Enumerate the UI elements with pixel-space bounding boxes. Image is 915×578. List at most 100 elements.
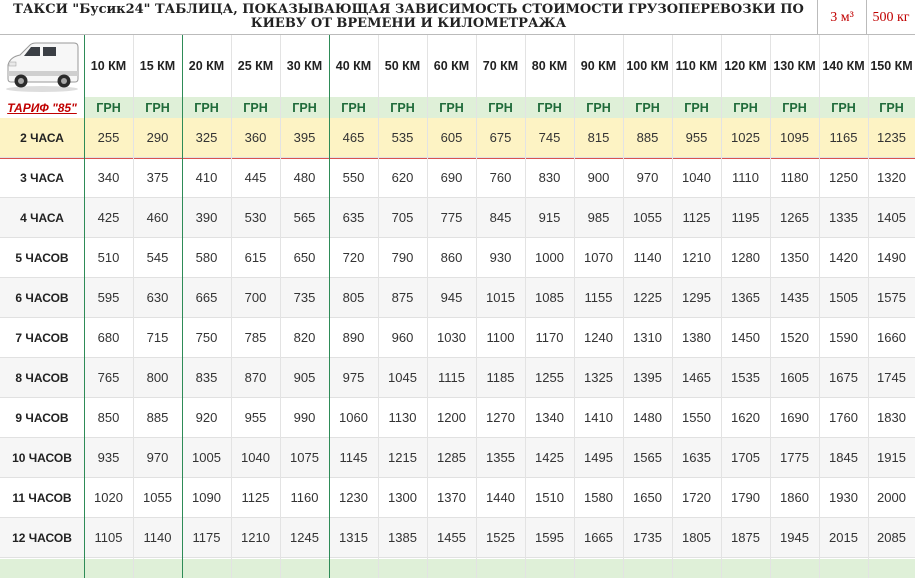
price-cell: 1340 [535,410,564,425]
distance-header: 110 КМ [675,58,718,73]
price-cell: 920 [195,410,218,425]
column-divider [574,35,575,578]
price-cell: 870 [244,370,267,385]
price-cell: 1230 [339,490,368,505]
column-divider [672,35,673,578]
price-cell: 1215 [388,450,417,465]
price-cell: 1155 [584,290,613,305]
price-cell: 635 [342,210,365,225]
row-duration-label: 9 ЧАСОВ [15,410,69,425]
price-cell: 1115 [438,370,465,385]
price-cell: 1240 [584,330,613,345]
column-divider [182,35,183,578]
row-duration-label: 7 ЧАСОВ [15,330,69,345]
price-cell: 970 [636,170,659,185]
price-cell: 1265 [780,210,809,225]
price-cell: 1525 [486,530,515,545]
price-cell: 1100 [486,330,515,345]
price-cell: 1945 [780,530,809,545]
price-cell: 1245 [290,530,319,545]
price-cell: 970 [146,450,169,465]
price-cell: 510 [97,250,120,265]
price-cell: 325 [195,130,218,145]
price-cell: 700 [244,290,267,305]
price-cell: 390 [195,210,218,225]
price-cell: 1170 [535,330,564,345]
price-cell: 790 [391,250,414,265]
price-cell: 1145 [339,450,368,465]
row-duration-label: 12 ЧАСОВ [12,530,72,545]
price-cell: 800 [146,370,169,385]
price-cell: 1320 [877,170,906,185]
price-cell: 630 [146,290,169,305]
price-cell: 1325 [584,370,613,385]
currency-label: ГРН [733,100,758,115]
currency-label: ГРН [96,100,121,115]
price-cell: 1720 [682,490,711,505]
price-cell: 1860 [780,490,809,505]
price-cell: 375 [146,170,169,185]
price-cell: 2015 [829,530,858,545]
price-cell: 1180 [780,170,809,185]
divider-red [0,158,915,159]
price-cell: 805 [342,290,365,305]
price-cell: 665 [195,290,218,305]
price-cell: 1775 [780,450,809,465]
price-cell: 1425 [535,450,564,465]
price-cell: 1510 [535,490,564,505]
currency-label: ГРН [194,100,219,115]
column-divider [329,35,330,578]
price-cell: 595 [97,290,120,305]
price-cell: 905 [293,370,316,385]
price-cell: 900 [587,170,610,185]
price-cell: 1405 [877,210,906,225]
price-cell: 1845 [829,450,858,465]
price-cell: 410 [195,170,218,185]
price-cell: 1315 [339,530,368,545]
price-cell: 290 [146,130,169,145]
price-cell: 1650 [633,490,662,505]
distance-header: 10 КМ [90,58,127,73]
price-cell: 1040 [682,170,711,185]
price-cell: 1165 [829,130,858,145]
price-cell: 885 [146,410,169,425]
price-cell: 1270 [486,410,515,425]
table-row: 11 ЧАСОВ 1020 1055 1090 1125 1160 1230 1300 1370… [0,478,915,518]
column-divider [280,35,281,578]
distance-header: 100 КМ [626,58,669,73]
distance-header: 130 КМ [773,58,816,73]
price-cell: 1605 [780,370,809,385]
volume-badge: 3 м³ [818,0,867,35]
price-cell: 395 [293,130,316,145]
price-cell: 1235 [877,130,906,145]
distance-header: 70 КМ [482,58,519,73]
price-cell: 830 [538,170,561,185]
currency-label: ГРН [879,100,904,115]
price-cell: 955 [244,410,267,425]
price-cell: 1225 [633,290,662,305]
price-cell: 1055 [633,210,662,225]
price-cell: 1125 [241,490,270,505]
currency-label: ГРН [537,100,562,115]
price-cell: 1300 [388,490,417,505]
price-cell: 1130 [388,410,417,425]
table-row: 8 ЧАСОВ 765 800 835 870 905 975 1045 1115 1185 125… [0,358,915,398]
table-row: 7 ЧАСОВ 680 715 750 785 820 890 960 1030 1100 1170… [0,318,915,358]
price-cell: 550 [342,170,365,185]
currency-label: ГРН [341,100,366,115]
column-divider [770,35,771,578]
price-cell: 1005 [192,450,221,465]
price-cell: 1200 [437,410,466,425]
price-cell: 1575 [877,290,906,305]
column-divider [231,35,232,578]
price-cell: 1660 [877,330,906,345]
bottom-band [0,559,915,578]
price-cell: 465 [342,130,365,145]
price-cell: 1055 [143,490,172,505]
price-cell: 1075 [290,450,319,465]
distance-header: 140 КМ [822,58,865,73]
distance-header: 60 КМ [433,58,470,73]
price-cell: 1635 [682,450,711,465]
price-cell: 1095 [780,130,809,145]
price-cell: 1040 [241,450,270,465]
